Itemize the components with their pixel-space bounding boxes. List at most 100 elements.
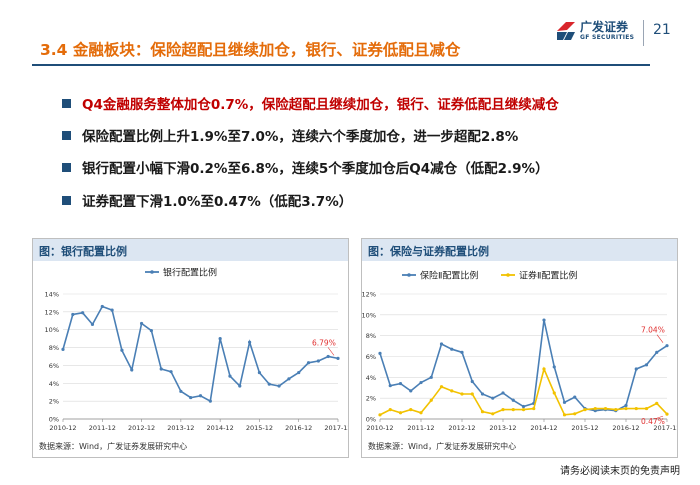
x-tick-label: 2013-12 (167, 424, 194, 432)
insurance-securities-allocation-chart: 0% 2% 4% 6% 8% 10% 12% 2010-12 2011-12 2012-12 201… (362, 270, 677, 433)
data-point (511, 408, 515, 412)
data-point (388, 384, 392, 388)
data-point (419, 380, 423, 385)
data-point (624, 406, 628, 411)
slide-title: 3.4 金融板块：保险超配且继续加仓，银行、证券低配且减仓 (40, 41, 461, 59)
data-point (542, 367, 546, 371)
data-point (439, 385, 444, 389)
data-point (521, 408, 526, 412)
y-tick-label: 0% (366, 416, 376, 424)
data-point (169, 370, 173, 374)
panel-header: 图：保险与证券配置比例 (362, 239, 677, 261)
data-point (409, 408, 413, 412)
data-point (297, 370, 301, 375)
x-tick-label: 2014-12 (530, 424, 557, 432)
data-point (573, 412, 577, 416)
bullet-square-icon (62, 131, 71, 140)
data-point (450, 347, 454, 351)
legend-marker (407, 273, 411, 277)
x-tick-label: 2012-12 (128, 424, 155, 432)
data-point (655, 350, 659, 354)
data-point (277, 384, 281, 388)
data-point (248, 340, 252, 344)
data-point (501, 408, 505, 412)
data-point (398, 411, 403, 415)
x-tick-label: 2017-12 (324, 424, 348, 432)
series-line (62, 305, 339, 403)
disclaimer: 请务必阅读末页的免责声明 (560, 466, 680, 477)
data-point (81, 311, 85, 315)
x-tick-label: 2014-12 (207, 424, 234, 432)
annotation-label: 6.79% (312, 338, 336, 347)
data-point (208, 399, 212, 403)
panel-title: 图：保险与证券配置比例 (368, 245, 489, 258)
x-tick-label: 2011-12 (89, 424, 116, 432)
data-point (460, 350, 464, 354)
data-point (644, 406, 649, 411)
data-point (491, 396, 495, 400)
data-point (573, 395, 577, 399)
data-point (388, 408, 392, 412)
panel-title: 图：银行配置比例 (39, 245, 127, 258)
data-point (189, 395, 193, 400)
data-point (398, 381, 403, 386)
data-point (665, 344, 669, 348)
data-point (450, 389, 454, 393)
logo-english-text: GF SECURITIES (580, 34, 635, 41)
data-point (552, 391, 556, 395)
data-point (511, 398, 515, 402)
data-point (198, 394, 203, 398)
bullet-square-icon (62, 99, 71, 108)
data-point (316, 359, 320, 363)
data-point (460, 392, 464, 396)
insurance-securities-chart-panel: 图：保险与证券配置比例 0% 2% 4% 6% 8% 10% 12% 2010-12 2011-… (361, 238, 678, 458)
data-point (228, 374, 232, 378)
data-point (378, 413, 382, 417)
data-point (603, 406, 608, 411)
data-point (634, 406, 638, 411)
annotation-leader (656, 415, 664, 419)
y-tick-label: 6% (49, 362, 59, 370)
bank-allocation-chart: 0% 2% 4% 6% 8% 10% 12% 14% 2010-12 2011-12 2012-12… (45, 267, 348, 433)
data-point (306, 361, 311, 365)
company-logo: 广发证券 GF SECURITIES (555, 18, 635, 48)
bullet-square-icon (62, 163, 71, 172)
data-point (257, 370, 262, 375)
data-source: 数据来源：Wind，广发证券发展研究中心 (39, 442, 188, 451)
annotation-leader (656, 334, 664, 343)
annotation-label: 7.04% (641, 326, 665, 335)
bullet-text: 银行配置小幅下滑0.2%至6.8%，连续5个季度加仓后Q4减仓（低配2.9%） (82, 161, 549, 177)
data-point (562, 413, 567, 417)
bullet-text: 保险配置比例上升1.9%至7.0%，连续六个季度加仓，进一步超配2.8% (82, 129, 519, 145)
y-tick-label: 12% (45, 308, 59, 316)
data-point (480, 392, 485, 396)
data-point (90, 322, 95, 326)
data-point (130, 368, 134, 372)
data-point (159, 367, 163, 371)
x-tick-label: 2015-12 (246, 424, 273, 432)
x-tick-label: 2016-12 (612, 424, 639, 432)
y-tick-label: 10% (362, 311, 376, 319)
data-point (552, 365, 556, 369)
y-tick-label: 4% (366, 374, 376, 382)
series-line (379, 319, 668, 412)
annotation-label: 0.47% (641, 417, 665, 426)
logo-chinese-text: 广发证券 (580, 20, 629, 34)
x-tick-label: 2015-12 (571, 424, 598, 432)
data-point (562, 400, 567, 404)
data-point (655, 401, 659, 405)
x-tick-label: 2012-12 (448, 424, 475, 432)
data-point (614, 408, 618, 412)
y-tick-label: 0% (49, 416, 59, 424)
data-point (634, 367, 638, 371)
gf-logo-icon (557, 22, 575, 40)
data-point (583, 408, 587, 412)
data-point (287, 377, 291, 381)
y-tick-label: 10% (45, 326, 59, 334)
data-point (470, 379, 474, 384)
bullet-text: 证券配置下滑1.0%至0.47%（低配3.7%） (82, 194, 353, 210)
data-point (439, 342, 444, 346)
data-point (470, 392, 474, 396)
y-tick-label: 2% (366, 395, 376, 403)
x-tick-label: 2017-12 (653, 424, 677, 432)
